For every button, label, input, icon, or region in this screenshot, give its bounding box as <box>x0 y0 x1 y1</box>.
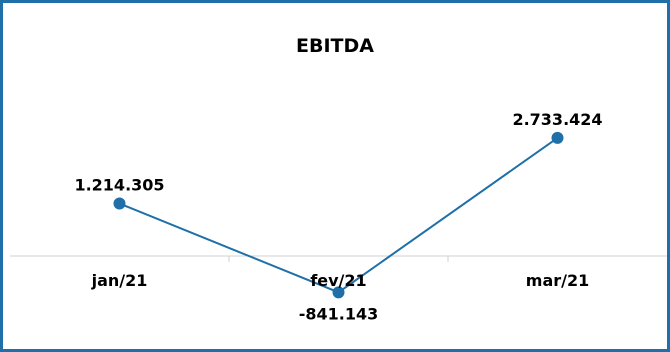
data-label: 1.214.305 <box>74 176 164 195</box>
data-label: -841.143 <box>299 304 379 323</box>
data-point-mar-21 <box>552 132 564 144</box>
category-label: mar/21 <box>526 271 589 290</box>
axis-layer <box>10 256 667 262</box>
category-label: fev/21 <box>310 271 366 290</box>
data-label: 2.733.424 <box>512 110 602 129</box>
data-point-jan-21 <box>114 198 126 210</box>
category-label: jan/21 <box>91 271 148 290</box>
series-line <box>120 138 558 292</box>
chart-title: EBITDA <box>296 35 374 57</box>
